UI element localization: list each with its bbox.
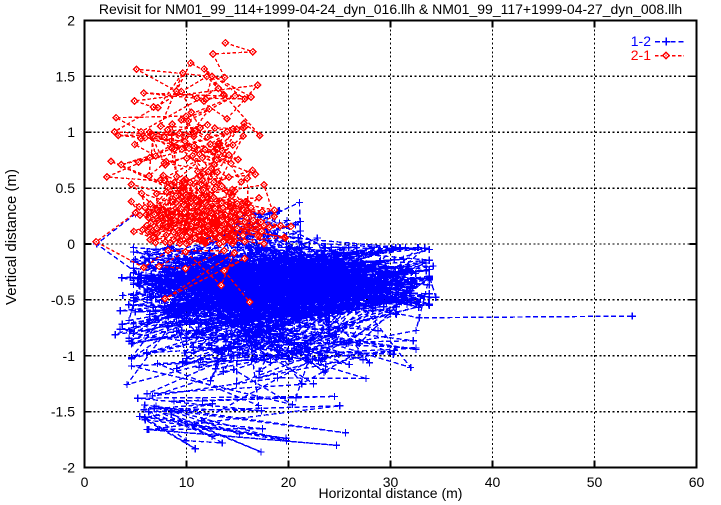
svg-text:Vertical distance (m): Vertical distance (m) xyxy=(3,169,20,305)
svg-text:30: 30 xyxy=(383,474,399,490)
svg-text:1.5: 1.5 xyxy=(56,68,76,84)
svg-text:0.5: 0.5 xyxy=(56,180,76,196)
svg-text:Revisit for NM01_99_114+1999-0: Revisit for NM01_99_114+1999-04-24_dyn_0… xyxy=(99,1,682,17)
svg-text:-1.5: -1.5 xyxy=(51,404,75,420)
svg-text:-1: -1 xyxy=(63,348,76,364)
svg-text:40: 40 xyxy=(485,474,501,490)
svg-text:20: 20 xyxy=(281,474,297,490)
svg-text:1-2: 1-2 xyxy=(631,33,651,49)
svg-text:1: 1 xyxy=(67,124,75,140)
svg-text:-0.5: -0.5 xyxy=(51,292,75,308)
svg-text:2: 2 xyxy=(67,13,75,29)
svg-text:0: 0 xyxy=(67,236,75,252)
svg-text:0: 0 xyxy=(81,474,89,490)
svg-text:2-1: 2-1 xyxy=(631,47,651,63)
svg-text:60: 60 xyxy=(689,474,705,490)
svg-text:Horizontal distance (m): Horizontal distance (m) xyxy=(319,485,463,501)
svg-text:50: 50 xyxy=(587,474,603,490)
svg-text:10: 10 xyxy=(179,474,195,490)
svg-text:-2: -2 xyxy=(63,460,76,476)
